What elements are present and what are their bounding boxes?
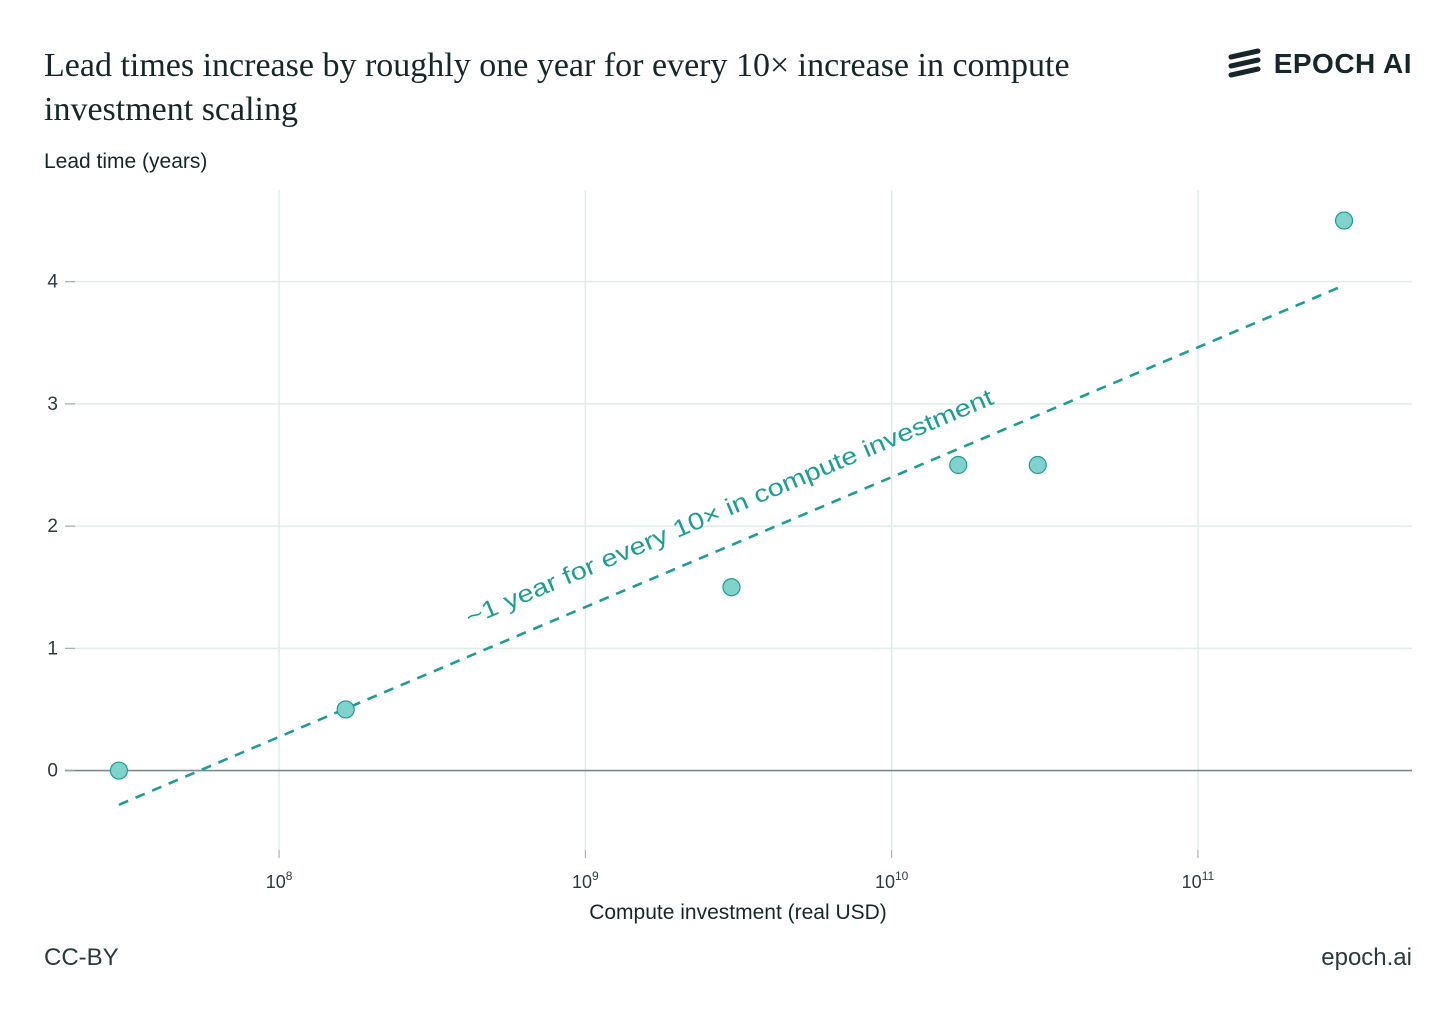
y-axis-title: Lead time (years) xyxy=(44,150,208,173)
site-link[interactable]: epoch.ai xyxy=(1321,944,1412,971)
x-tick-label: 109 xyxy=(572,869,599,892)
y-tick-label: 0 xyxy=(47,761,58,782)
data-point xyxy=(1334,211,1354,230)
data-point xyxy=(109,761,129,780)
y-tick-label: 4 xyxy=(47,272,58,293)
x-axis-title: Compute investment (real USD) xyxy=(589,901,887,924)
y-tick-label: 2 xyxy=(47,516,58,537)
x-tick-label: 108 xyxy=(266,869,293,892)
y-tick-label: 3 xyxy=(47,394,58,415)
trend-line xyxy=(118,284,1345,806)
epoch-ai-logo[interactable]: EPOCH AI xyxy=(1228,48,1412,80)
data-point xyxy=(722,578,741,597)
x-tick-label: 1010 xyxy=(875,869,909,892)
license-label: CC-BY xyxy=(44,944,119,971)
chart-title: Lead times increase by roughly one year … xyxy=(44,47,1070,128)
epoch-stripes-icon xyxy=(1228,48,1261,78)
logo-text: EPOCH AI xyxy=(1273,48,1412,79)
data-point xyxy=(336,700,355,719)
data-point xyxy=(949,455,968,475)
x-tick-label: 1011 xyxy=(1182,869,1215,892)
data-point xyxy=(1028,455,1047,475)
y-tick-label: 1 xyxy=(47,638,58,659)
